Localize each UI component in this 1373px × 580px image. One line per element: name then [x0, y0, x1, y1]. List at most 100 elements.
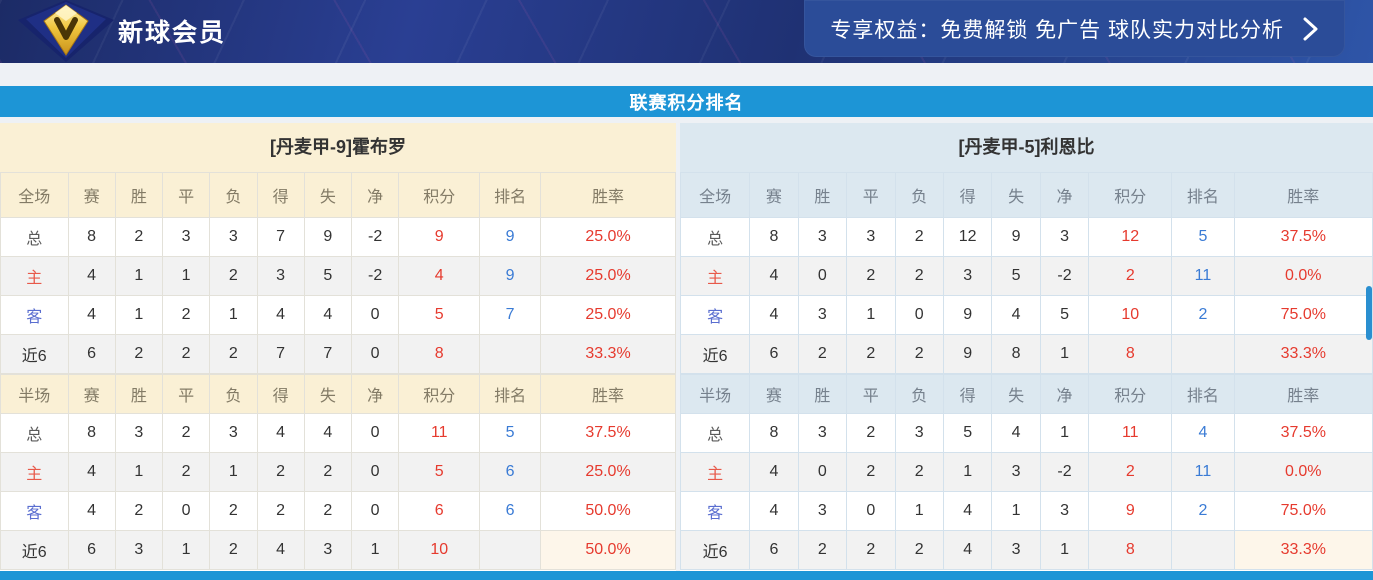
team-title: [丹麦甲-9]霍布罗	[0, 123, 676, 172]
spacer	[0, 63, 1373, 86]
col-header: 负	[894, 172, 944, 218]
stat-cell: 4	[67, 452, 116, 492]
winrate-cell: 33.3%	[1233, 530, 1373, 570]
points-cell: 9	[1088, 491, 1173, 531]
col-header: 积分	[398, 172, 481, 218]
stat-cell: 4	[749, 295, 799, 335]
col-header: 得	[942, 172, 993, 218]
col-header: 净	[350, 374, 400, 414]
row-label: 客	[0, 295, 69, 335]
col-header: 负	[209, 374, 258, 414]
col-header: 平	[161, 172, 211, 218]
stat-cell: -2	[1039, 452, 1090, 492]
rank-cell: 9	[479, 217, 541, 257]
row-label: 近6	[0, 530, 69, 570]
stats-table: 全场赛胜平负得失净积分 排名 胜率总 8 2 3 3 7 9 -2 9 9 25.0% 主 4 1 1 2 3 5 -2…	[0, 172, 676, 374]
table-row: 近6 6 2 2 2 9 8 1 8 33.3%	[679, 334, 1373, 374]
row-label: 总	[679, 413, 751, 453]
table-row: 客 4 1 2 1 4 4 0 5 7 25.0%	[0, 295, 676, 335]
table-row: 主 4 0 2 2 1 3 -2 2 11 0.0%	[679, 452, 1373, 492]
stat-cell: 2	[894, 452, 944, 492]
col-header: 半场	[0, 374, 69, 414]
winrate-cell: 37.5%	[1233, 413, 1373, 453]
stat-cell: 2	[846, 413, 896, 453]
stat-cell: 4	[749, 256, 799, 296]
stat-cell: 1	[350, 530, 400, 570]
col-header: 平	[161, 374, 211, 414]
stat-cell: 1	[991, 491, 1041, 531]
stat-cell: 2	[846, 452, 896, 492]
winrate-cell: 33.3%	[1233, 334, 1373, 374]
stat-cell: 3	[991, 452, 1041, 492]
col-header: 得	[942, 374, 993, 414]
rank-cell: 7	[479, 295, 541, 335]
stat-cell: 1	[209, 452, 258, 492]
spacer	[0, 117, 1373, 123]
table-row: 主 4 0 2 2 3 5 -2 2 11 0.0%	[679, 256, 1373, 296]
stat-cell: 6	[749, 530, 799, 570]
row-label: 客	[679, 295, 751, 335]
stat-cell: 1	[161, 530, 211, 570]
points-cell: 11	[398, 413, 481, 453]
stat-cell: 3	[846, 217, 896, 257]
stat-cell: 4	[991, 413, 1041, 453]
col-header: 负	[894, 374, 944, 414]
winrate-cell: 25.0%	[540, 256, 676, 296]
col-header: 赛	[67, 172, 116, 218]
points-cell: 2	[1088, 256, 1173, 296]
stat-cell: 3	[256, 256, 305, 296]
stat-cell: 4	[67, 295, 116, 335]
stat-cell: 6	[67, 334, 116, 374]
rank-cell	[479, 334, 541, 374]
winrate-cell: 75.0%	[1233, 491, 1373, 531]
col-header: 胜率	[1233, 374, 1373, 414]
stats-table: 半场赛胜平负得失净积分 排名 胜率总 8 3 2 3 4 4 0 11 5 37.5% 主 4 1 2 1 2 2 0 5…	[0, 374, 676, 570]
row-label: 近6	[0, 334, 69, 374]
stats-table: 半场赛胜平负得失净积分 排名 胜率总 8 3 2 3 5 4 1 11 4 37.5% 主 4 0 2 2 1 3 -2…	[679, 374, 1373, 570]
stat-cell: 4	[942, 491, 993, 531]
rank-cell: 5	[479, 413, 541, 453]
table-row: 总 8 2 3 3 7 9 -2 9 9 25.0%	[0, 217, 676, 257]
stat-cell: 2	[114, 217, 164, 257]
winrate-cell: 37.5%	[1233, 217, 1373, 257]
col-header: 排名	[1171, 172, 1235, 218]
stat-cell: 5	[991, 256, 1041, 296]
stat-cell: 1	[1039, 413, 1090, 453]
row-label: 客	[0, 491, 69, 531]
stat-cell: 1	[942, 452, 993, 492]
header-row: 半场赛胜平负得失净积分 排名 胜率	[679, 374, 1373, 414]
winrate-cell: 25.0%	[540, 217, 676, 257]
col-header: 失	[991, 374, 1041, 414]
stat-cell: 4	[67, 491, 116, 531]
col-header: 胜率	[540, 172, 676, 218]
stat-cell: 1	[114, 295, 164, 335]
stat-cell: 2	[894, 334, 944, 374]
col-header: 净	[1039, 374, 1090, 414]
row-label: 总	[0, 413, 69, 453]
stat-cell: 0	[894, 295, 944, 335]
stat-cell: 3	[209, 217, 258, 257]
stat-cell: 3	[303, 530, 353, 570]
row-label: 近6	[679, 530, 751, 570]
table-row: 近6 6 3 1 2 4 3 1 10 50.0%	[0, 530, 676, 570]
stat-cell: 9	[991, 217, 1041, 257]
table-row: 客 4 2 0 2 2 2 0 6 6 50.0%	[0, 491, 676, 531]
col-header: 失	[303, 172, 353, 218]
stat-cell: 3	[942, 256, 993, 296]
col-header: 排名	[1171, 374, 1235, 414]
stat-cell: 8	[67, 217, 116, 257]
row-label: 主	[679, 256, 751, 296]
scrollbar-thumb[interactable]	[1366, 286, 1372, 340]
stat-cell: 3	[1039, 217, 1090, 257]
stat-cell: 3	[114, 530, 164, 570]
stat-cell: 3	[797, 413, 848, 453]
points-cell: 8	[1088, 530, 1173, 570]
stat-cell: 2	[894, 530, 944, 570]
stat-cell: 2	[846, 530, 896, 570]
stat-cell: 2	[161, 452, 211, 492]
col-header: 失	[303, 374, 353, 414]
benefits-banner-link[interactable]: 专享权益：免费解锁 免广告 球队实力对比分析	[804, 0, 1345, 57]
col-header: 半场	[679, 374, 751, 414]
stat-cell: 8	[991, 334, 1041, 374]
